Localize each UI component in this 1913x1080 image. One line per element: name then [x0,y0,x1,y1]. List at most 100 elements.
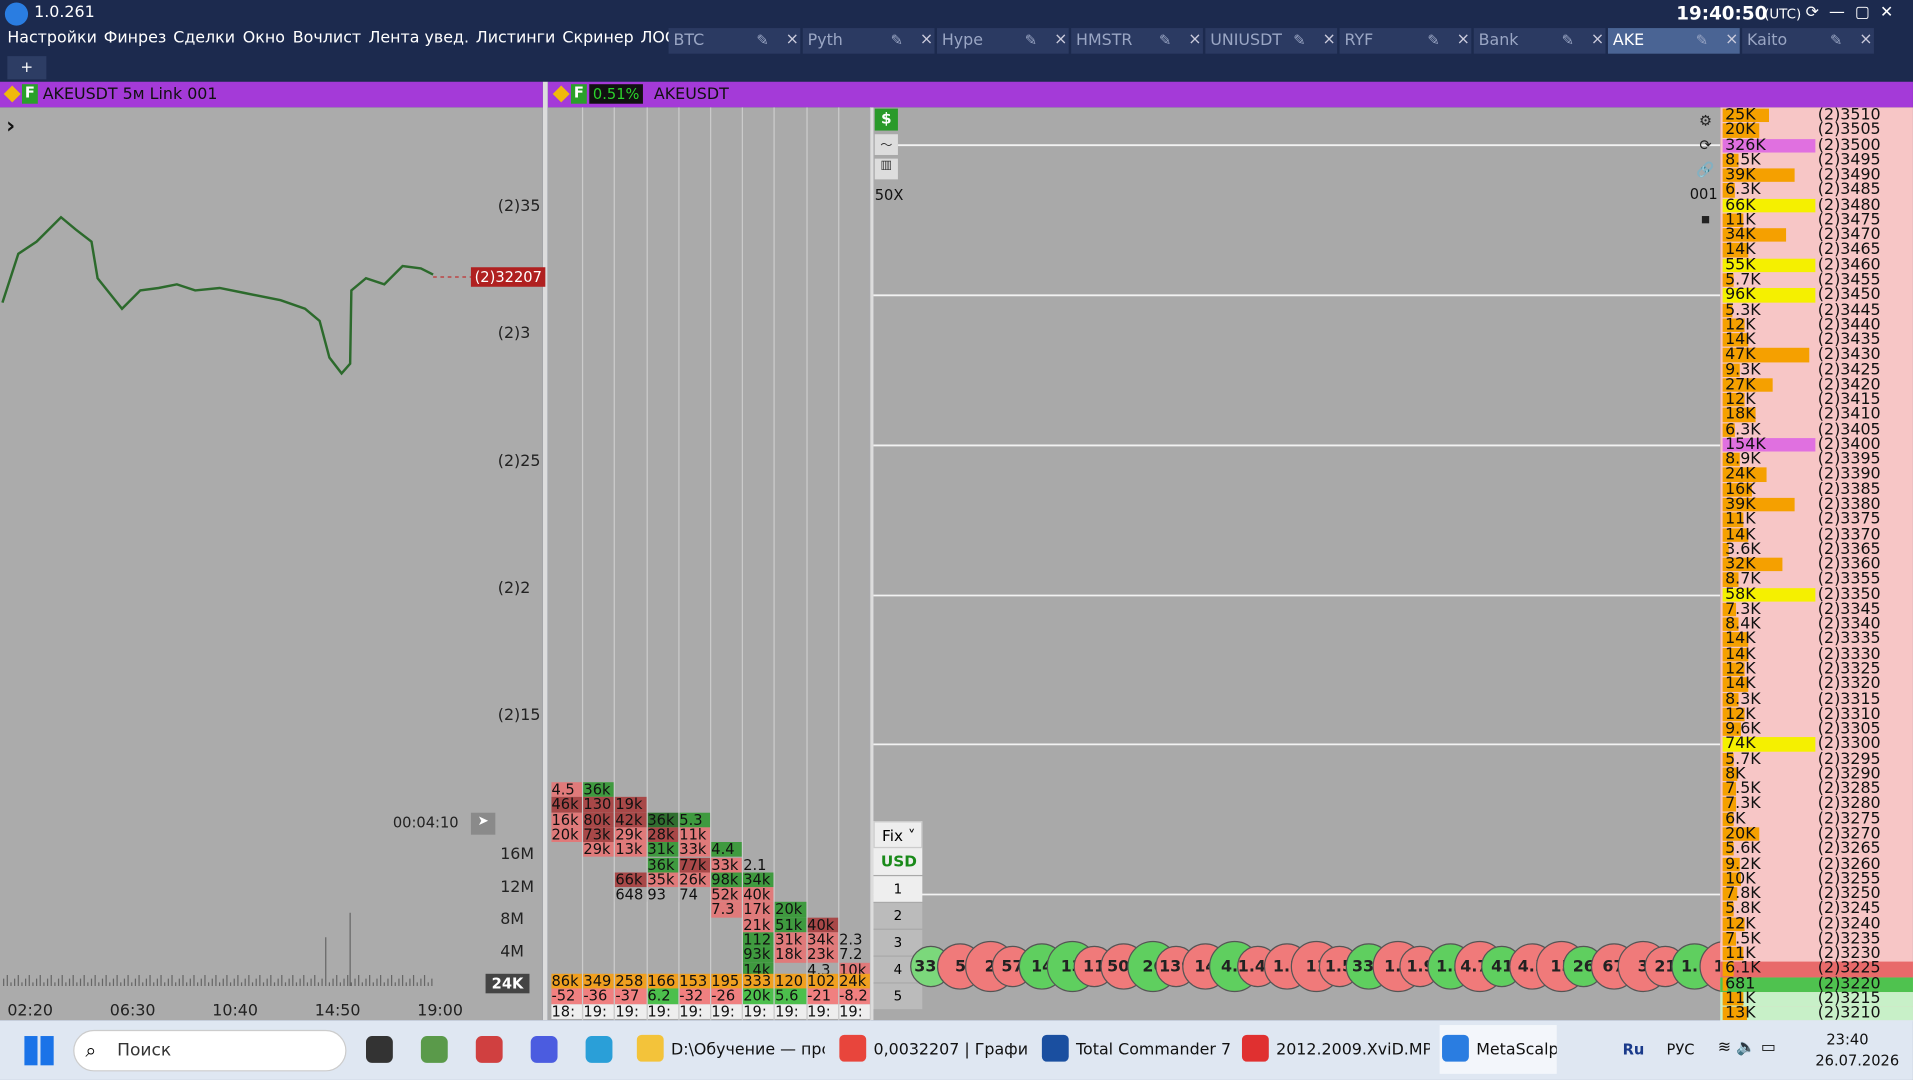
price-label[interactable]: (2)3490 [1817,166,1881,185]
price-label[interactable]: (2)3235 [1817,929,1881,948]
price-label[interactable]: (2)3295 [1817,750,1881,769]
taskbar-app[interactable]: 2012.2009.XviD.MP3. [1240,1025,1430,1074]
tab[interactable]: Pyth ✎ × [802,28,935,54]
tab-edit[interactable]: ✎ [1024,31,1038,49]
price-label[interactable]: (2)3335 [1817,630,1881,649]
price-label[interactable]: (2)3325 [1817,660,1881,679]
tab-edit[interactable]: ✎ [1695,31,1709,49]
price-label[interactable]: (2)3350 [1817,585,1881,604]
price-label[interactable]: (2)3245 [1817,899,1881,919]
taskbar-app[interactable]: 0,0032207 | График [837,1025,1027,1074]
price-label[interactable]: (2)3260 [1817,854,1881,874]
tab[interactable]: HMSTR ✎ × [1071,28,1203,54]
price-label[interactable]: (2)3280 [1817,794,1881,814]
price-label[interactable]: (2)3400 [1817,435,1881,454]
price-label[interactable]: (2)3305 [1817,720,1881,739]
tab-edit[interactable]: ✎ [1427,31,1440,49]
price-label[interactable]: (2)3215 [1817,989,1881,1008]
price-label[interactable]: (2)3455 [1817,270,1881,290]
menu-item[interactable]: Сделки [173,29,236,48]
price-label[interactable]: (2)3450 [1817,285,1881,305]
taskbar-app[interactable]: D:\Обучение — прс [634,1025,825,1074]
price-label[interactable]: (2)3405 [1817,420,1881,439]
price-label[interactable]: (2)3250 [1817,884,1881,904]
tab-close[interactable]: × [1859,30,1873,49]
price-label[interactable]: (2)3390 [1817,465,1881,484]
step[interactable]: 2 [873,903,923,929]
price-label[interactable]: (2)3480 [1817,195,1881,215]
dollar-button[interactable]: $ [874,108,898,131]
menu-item[interactable]: Вочлист [292,29,362,48]
price-label[interactable]: (2)3290 [1817,764,1881,784]
price-label[interactable]: (2)3340 [1817,615,1881,634]
pinned-app[interactable] [420,1036,448,1063]
taskbar-app[interactable]: Total Commander 7. [1039,1025,1230,1074]
tab-close[interactable]: × [1590,30,1605,49]
price-label[interactable]: (2)3355 [1817,570,1881,589]
line-button[interactable]: 〜 [874,134,898,155]
tab[interactable]: UNIUSDT ✎ × [1205,28,1338,54]
price-label[interactable]: (2)3495 [1817,151,1881,170]
price-label[interactable]: (2)3500 [1817,136,1881,155]
price-label[interactable]: (2)3435 [1817,330,1881,350]
price-label[interactable]: (2)3265 [1817,839,1881,859]
price-label[interactable]: (2)3415 [1817,390,1881,409]
tab-close[interactable]: × [919,30,934,49]
search-box[interactable] [73,1029,347,1072]
tab-edit[interactable]: ✎ [890,31,903,49]
price-label[interactable]: (2)3275 [1817,809,1881,829]
mode-select[interactable]: Fix ˅ [873,821,923,849]
tab-edit[interactable]: ✎ [1159,31,1172,49]
price-label[interactable]: (2)3365 [1817,540,1881,559]
price-label[interactable]: (2)3510 [1817,106,1881,125]
scroll-button[interactable]: ➤ [470,812,496,835]
menu-item[interactable]: Листинги [475,29,556,48]
price-label[interactable]: (2)3430 [1817,345,1881,365]
menu-item[interactable]: Скринер [562,29,634,48]
tab-close[interactable]: × [1456,30,1470,49]
price-label[interactable]: (2)3210 [1817,1004,1881,1023]
tab-close[interactable]: × [1725,30,1739,49]
price-label[interactable]: (2)3440 [1817,315,1881,335]
price-label[interactable]: (2)3270 [1817,824,1881,844]
menu-item[interactable]: Окно [242,29,285,48]
step[interactable]: 5 [873,983,923,1010]
pinned-app[interactable] [585,1036,613,1063]
price-label[interactable]: (2)3465 [1817,240,1881,260]
price-label[interactable]: (2)3425 [1817,360,1881,379]
price-label[interactable]: (2)3230 [1817,944,1881,963]
currency-select[interactable]: USD [873,848,923,875]
pinned-app[interactable] [475,1036,503,1063]
tab[interactable]: RYF ✎ × [1339,28,1472,54]
price-label[interactable]: (2)3485 [1817,181,1881,200]
settings-buttons[interactable]: ⚙ ⟳ 🔗 ▪ [1696,112,1715,227]
tab[interactable]: Hype ✎ × [936,28,1069,54]
new-tab-button[interactable]: + [7,56,47,80]
tab[interactable]: Bank ✎ × [1473,28,1606,54]
step[interactable]: 3 [873,929,923,956]
app-logo[interactable] [4,2,29,26]
price-label[interactable]: (2)3220 [1817,974,1881,993]
menu-item[interactable]: Лента увед. [368,29,469,48]
start-button[interactable] [24,1036,54,1066]
tab[interactable]: AKE ✎ × [1607,28,1740,54]
price-label[interactable]: (2)3380 [1817,495,1881,514]
price-label[interactable]: (2)3310 [1817,705,1881,724]
menu-item[interactable]: Финрез [103,29,167,48]
price-label[interactable]: (2)3360 [1817,555,1881,574]
price-label[interactable]: (2)3460 [1817,255,1881,275]
step[interactable]: 1 [873,876,923,902]
tab-edit[interactable]: ✎ [1561,31,1574,49]
price-label[interactable]: (2)3300 [1817,735,1881,754]
price-label[interactable]: (2)3345 [1817,600,1881,619]
window-controls[interactable]: ⟳ — ▢ ✕ [1805,3,1894,22]
tab-close[interactable]: × [1188,30,1202,49]
tab[interactable]: Kaito ✎ × [1742,28,1874,54]
tab-edit[interactable]: ✎ [756,31,769,49]
price-label[interactable]: (2)3330 [1817,645,1881,664]
pinned-app[interactable] [366,1036,393,1063]
price-label[interactable]: (2)3225 [1817,959,1881,978]
price-label[interactable]: (2)3385 [1817,480,1881,499]
menu-item[interactable]: Настройки [7,29,97,48]
tab-close[interactable]: × [785,30,799,49]
